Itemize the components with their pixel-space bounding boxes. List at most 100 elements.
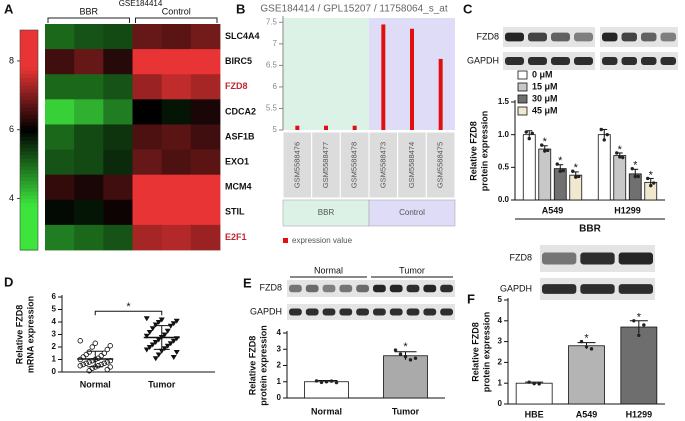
blot-label: GAPDH	[467, 55, 499, 65]
colorbar-segment	[20, 92, 38, 97]
colorbar-segment	[20, 81, 38, 86]
group-bracket	[135, 17, 218, 23]
row-label: EXO1	[225, 156, 249, 166]
sample-box	[339, 131, 370, 199]
blot-band	[305, 284, 319, 293]
heatmap-cell	[132, 124, 163, 150]
y-axis-label: protein expression	[479, 111, 489, 192]
data-point	[546, 148, 550, 153]
blot-label: GAPDH	[250, 306, 282, 316]
colorbar-segment	[20, 169, 38, 174]
bar	[295, 125, 300, 130]
group-background	[283, 18, 369, 130]
data-point	[155, 352, 162, 358]
data-point	[83, 360, 89, 366]
heatmap-cell	[161, 149, 192, 176]
group-box	[282, 199, 370, 227]
data-point	[605, 132, 609, 137]
colorbar-segment	[20, 228, 38, 233]
colorbar-segment	[20, 70, 38, 75]
y-tick-label: 1.0	[498, 130, 510, 139]
blot	[503, 27, 595, 47]
legend-label: 45 μM	[532, 105, 558, 115]
significance: *	[637, 312, 642, 324]
blot-group-label: Normal	[314, 265, 343, 275]
y-axis-label: Relative FZD8	[14, 305, 24, 365]
data-point	[104, 366, 110, 373]
sample-label: GSM5588478	[350, 142, 359, 188]
colorbar-segment	[20, 224, 38, 229]
blot-band	[356, 284, 369, 293]
colorbar-segment	[20, 213, 38, 218]
data-point	[618, 155, 622, 159]
sample-label: GSM5588474	[407, 142, 416, 188]
heatmap-cell	[103, 24, 133, 50]
colorbar-segment	[20, 48, 38, 53]
blot-band	[339, 308, 353, 316]
heatmap-cell	[103, 224, 133, 251]
heatmap-title: GSE184414	[119, 0, 163, 8]
blot-band	[440, 308, 453, 316]
colorbar-segment	[20, 99, 38, 104]
data-point	[532, 381, 536, 386]
blot-band	[389, 284, 403, 293]
blot-label: FZD8	[260, 282, 283, 292]
blot-band	[528, 32, 547, 42]
colorbar-segment	[20, 239, 38, 244]
heatmap-cell	[74, 74, 104, 100]
x-tick-label: Normal	[311, 406, 342, 416]
heatmap-cell	[190, 149, 221, 176]
colorbar-segment	[20, 154, 38, 159]
heatmap-cell	[45, 174, 75, 201]
colorbar-segment	[20, 59, 38, 64]
heatmap-cell	[161, 199, 192, 226]
data-point	[527, 380, 531, 384]
data-point	[146, 330, 153, 335]
data-point	[561, 168, 565, 173]
legend-swatch	[517, 82, 528, 92]
colorbar-segment	[20, 110, 38, 115]
colorbar-segment	[20, 147, 38, 152]
sample-label: GSM5588475	[436, 142, 445, 188]
colorbar-segment	[20, 209, 38, 214]
colorbar-segment	[20, 162, 38, 167]
heatmap-cell	[190, 224, 221, 251]
blot-band	[580, 284, 615, 294]
colorbar-segment	[20, 114, 38, 119]
heatmap-cell	[45, 99, 75, 125]
blot-band	[542, 252, 577, 265]
group-label: BBR	[318, 208, 335, 217]
heatmap-cell	[132, 24, 163, 50]
legend-swatch	[283, 238, 288, 243]
y-tick-label: 3	[52, 330, 57, 339]
data-point	[86, 349, 92, 355]
y-axis-label: Relative FZD8	[470, 322, 480, 382]
colorbar-segment	[20, 242, 38, 247]
sample-box	[425, 131, 456, 199]
y-tick-label: 2	[498, 358, 503, 367]
blot-band	[580, 252, 615, 265]
y-tick-label: 6.5	[266, 60, 278, 69]
data-point	[86, 368, 92, 374]
row-label: FZD8	[225, 81, 248, 91]
blot-band	[505, 32, 524, 42]
colorbar-segment	[20, 77, 38, 82]
data-point	[89, 344, 95, 350]
heatmap-cell	[74, 99, 104, 125]
colorbar-segment	[20, 85, 38, 90]
blot-label: GAPDH	[500, 283, 532, 293]
data-point	[164, 328, 171, 334]
y-tick-label: 3	[277, 344, 282, 353]
colorbar-segment	[20, 107, 38, 112]
y-tick-label: 6	[273, 82, 278, 91]
data-point	[530, 131, 534, 136]
colorbar-segment	[20, 37, 38, 42]
data-point	[152, 322, 159, 328]
colorbar-segment	[20, 231, 38, 236]
y-axis-label: protein expression	[258, 325, 268, 406]
blot-band	[551, 32, 570, 42]
colorbar-segment	[20, 41, 38, 46]
row-label: SLC4A4	[225, 31, 260, 41]
y-tick-label: 1.5	[498, 97, 510, 106]
